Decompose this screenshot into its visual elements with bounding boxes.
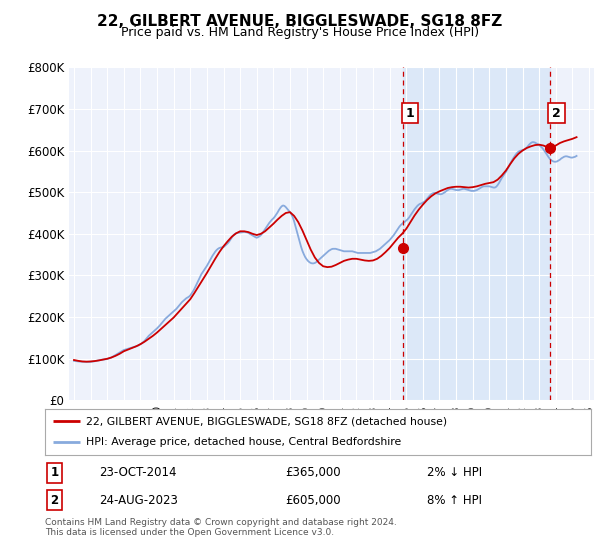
Text: Contains HM Land Registry data © Crown copyright and database right 2024.
This d: Contains HM Land Registry data © Crown c… <box>45 518 397 538</box>
Text: £605,000: £605,000 <box>285 494 341 507</box>
Text: Price paid vs. HM Land Registry's House Price Index (HPI): Price paid vs. HM Land Registry's House … <box>121 26 479 39</box>
Text: 2% ↓ HPI: 2% ↓ HPI <box>427 466 482 479</box>
Bar <box>403 67 550 400</box>
Text: 2: 2 <box>50 494 59 507</box>
Text: 24-AUG-2023: 24-AUG-2023 <box>100 494 178 507</box>
Text: 1: 1 <box>406 106 414 119</box>
Text: £365,000: £365,000 <box>285 466 341 479</box>
Text: 8% ↑ HPI: 8% ↑ HPI <box>427 494 482 507</box>
Text: 22, GILBERT AVENUE, BIGGLESWADE, SG18 8FZ: 22, GILBERT AVENUE, BIGGLESWADE, SG18 8F… <box>97 14 503 29</box>
Text: 2: 2 <box>552 106 561 119</box>
Text: 23-OCT-2014: 23-OCT-2014 <box>100 466 177 479</box>
Text: 22, GILBERT AVENUE, BIGGLESWADE, SG18 8FZ (detached house): 22, GILBERT AVENUE, BIGGLESWADE, SG18 8F… <box>86 416 447 426</box>
Text: HPI: Average price, detached house, Central Bedfordshire: HPI: Average price, detached house, Cent… <box>86 437 401 447</box>
Text: 1: 1 <box>50 466 59 479</box>
